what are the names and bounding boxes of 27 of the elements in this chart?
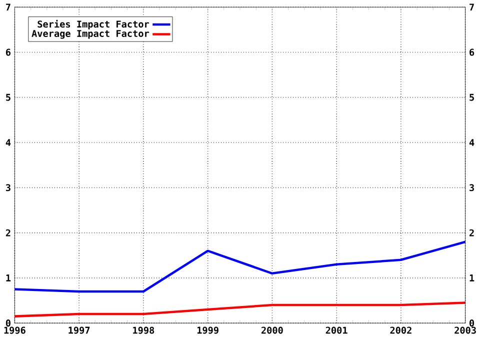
line-series — [14, 240, 466, 292]
y-tick-label: 7 — [6, 4, 10, 10]
y2-tick-label: 5 — [470, 94, 474, 101]
y2-tick-label: 2 — [469, 229, 474, 236]
x-tick-label: 1998 — [133, 326, 154, 334]
y2-tick-label: 0 — [470, 319, 474, 326]
y-tick-label: 1 — [6, 274, 11, 282]
y2-tick-label: 6 — [470, 48, 474, 56]
legend-label: Average Impact Factor — [32, 30, 150, 39]
legend-label: Series Impact Factor — [38, 20, 150, 30]
x-tick-label: 1997 — [68, 326, 90, 334]
x-tick-label: 2000 — [261, 326, 283, 334]
x-tick-label: 1996 — [4, 326, 26, 334]
y2-tick-label: 1 — [470, 274, 474, 282]
x-tick-label: 1999 — [197, 326, 218, 334]
y-tick-label: 3 — [6, 184, 10, 192]
y-tick-label: 6 — [6, 48, 11, 56]
y-tick-label: 0 — [6, 319, 10, 326]
x-tick-label: 2002 — [390, 326, 412, 334]
y-tick-label: 2 — [6, 229, 10, 236]
y2-tick-label: 4 — [469, 138, 474, 146]
x-tick-label: 2003 — [454, 326, 476, 334]
y-tick-label: 5 — [6, 94, 10, 101]
y2-tick-label: 3 — [470, 184, 474, 192]
x-tick-label: 2001 — [326, 326, 348, 334]
y-tick-label: 4 — [6, 138, 11, 146]
y2-tick-label: 7 — [470, 4, 474, 10]
